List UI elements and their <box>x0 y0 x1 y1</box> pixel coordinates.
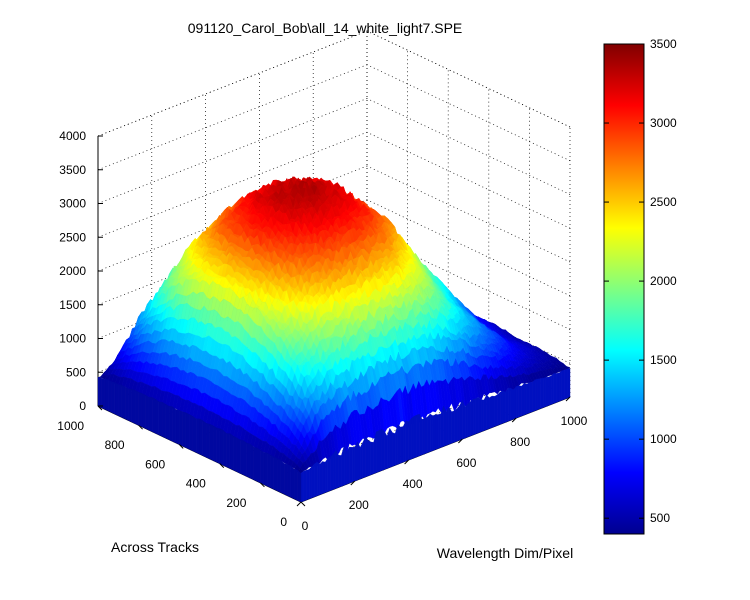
grid-line <box>366 30 571 128</box>
surface-plot <box>97 176 571 503</box>
grid-line <box>97 98 368 204</box>
grid-line <box>97 131 368 238</box>
grid-line <box>366 64 571 162</box>
grid-line <box>366 199 571 297</box>
grid-line <box>97 30 368 137</box>
grid-line <box>366 233 571 330</box>
grid-line <box>366 165 571 263</box>
grid-line <box>366 98 571 195</box>
chart-title: 091120_Carol_Bob\all_14_white_light7.SPE <box>188 20 463 36</box>
grid-line <box>97 64 368 171</box>
grid-line <box>366 131 571 229</box>
